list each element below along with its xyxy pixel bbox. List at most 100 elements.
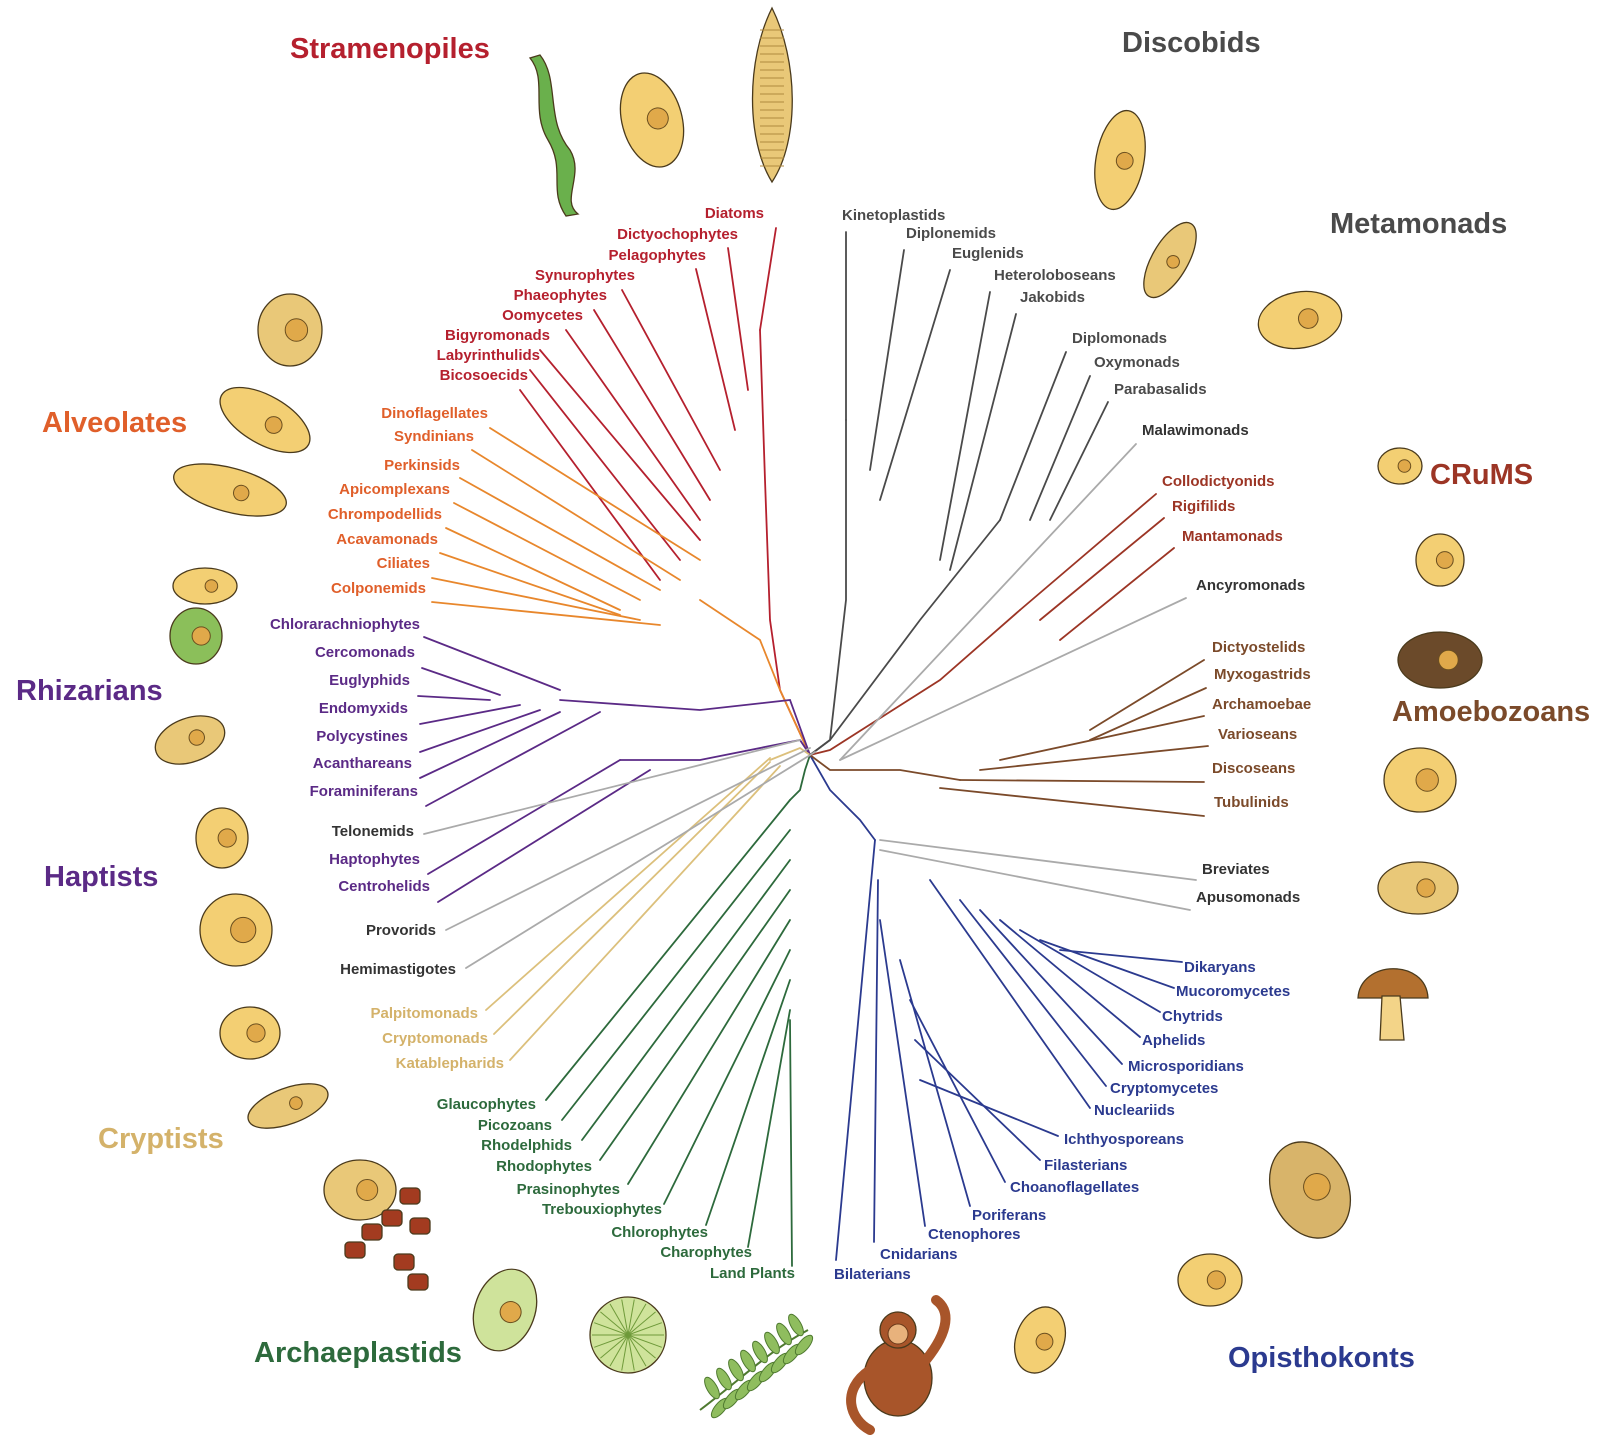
taxon-charophytes: Charophytes — [660, 1244, 752, 1261]
perkinsids-branch — [459, 477, 661, 591]
stramenopiles-stem-branch — [759, 329, 811, 756]
colponemids-branch — [431, 601, 661, 626]
charophytes-branch — [747, 1009, 791, 1248]
taxon-prasinophytes: Prasinophytes — [517, 1181, 620, 1198]
crums-stem-branch — [809, 609, 1021, 756]
taxon-tubulinids: Tubulinids — [1214, 794, 1289, 811]
malawimonads-branch — [839, 443, 1137, 761]
group-label-alveolates: Alveolates — [42, 407, 187, 439]
taxon-trebouxiophytes: Trebouxiophytes — [542, 1201, 662, 1218]
group-label-crums: CRuMS — [1430, 459, 1533, 491]
prasinophyte-illustration — [472, 1268, 538, 1352]
ciliates-branch — [431, 577, 641, 621]
taxon-discoseans: Discoseans — [1212, 760, 1295, 777]
amoebozoans-stem-branch — [809, 754, 961, 781]
ciliate-illustration — [619, 72, 685, 168]
taxon-diatoms: Diatoms — [705, 205, 764, 222]
taxon-synurophytes: Synurophytes — [535, 267, 635, 284]
taxon-labyrinthulids: Labyrinthulids — [437, 347, 540, 364]
taxon-diplonemids: Diplonemids — [906, 225, 996, 242]
parabasalid-illustration — [1257, 290, 1343, 350]
syndinians-branch — [471, 449, 681, 581]
fern-illustration — [699, 1313, 814, 1419]
ancyromonads-branch — [839, 597, 1187, 761]
chytrids-branch — [1019, 929, 1161, 1013]
chlorophytes-branch — [705, 979, 791, 1226]
rhodelphids-branch — [581, 859, 791, 1141]
bicosoecids-branch — [519, 389, 661, 581]
taxon-acavamonads: Acavamonads — [336, 531, 438, 548]
group-label-stramenopiles: Stramenopiles — [290, 33, 490, 65]
taxon-varioseans: Varioseans — [1218, 726, 1297, 743]
rigifilids-branch — [1039, 517, 1165, 621]
katablepharids-branch — [509, 765, 781, 1061]
taxon-perkinsids: Perkinsids — [384, 457, 460, 474]
palpitomonads-branch — [485, 757, 771, 1011]
taxon-jakobids: Jakobids — [1020, 289, 1085, 306]
sun-alga-illustration — [589, 1296, 667, 1374]
taxon-cercomonads: Cercomonads — [315, 644, 415, 661]
taxon-picozoans: Picozoans — [478, 1117, 552, 1134]
acanthareans-branch — [419, 711, 561, 779]
taxon-apicomplexans: Apicomplexans — [339, 481, 450, 498]
synurophytes-branch — [621, 289, 721, 471]
taxon-ctenophores: Ctenophores — [928, 1226, 1021, 1243]
taxon-parabasalids: Parabasalids — [1114, 381, 1207, 398]
apicomplexans-branch — [453, 502, 641, 601]
bilaterians-branch — [835, 839, 876, 1261]
centrohelids-branch — [437, 769, 651, 903]
euglyphids-branch — [417, 695, 491, 701]
dictyostelids-branch — [1089, 659, 1205, 731]
aphelids-branch — [999, 919, 1141, 1038]
collodictyonids-branch — [1019, 493, 1157, 611]
labyrinthulids-branch — [529, 369, 681, 561]
foraminiferans-branch — [425, 711, 601, 807]
chrompodellids-branch — [445, 527, 621, 611]
endomyxids-branch — [419, 704, 521, 725]
breviates-branch — [879, 839, 1197, 881]
metamonads-stem-branch — [809, 519, 1001, 756]
tubulinids-branch — [939, 787, 1205, 817]
archaeplastids-stem-branch — [789, 754, 811, 801]
picozoans-branch — [561, 829, 791, 1121]
taxon-mucoromycetes: Mucoromycetes — [1176, 983, 1290, 1000]
taxon-chlorarachniophytes: Chlorarachniophytes — [270, 616, 420, 633]
taxon-dinoflagellates: Dinoflagellates — [381, 405, 488, 422]
nucleariids-branch — [929, 879, 1091, 1109]
taxon-dictyostelids: Dictyostelids — [1212, 639, 1305, 656]
taxon-euglyphids: Euglyphids — [329, 672, 410, 689]
group-label-discobids: Discobids — [1122, 27, 1261, 59]
group-label-archaeplastids: Archaeplastids — [254, 1337, 462, 1369]
taxon-labels: Diatoms Dictyochophytes Pelagophytes Synuro… — [270, 205, 1311, 1283]
prasinophytes-branch — [627, 919, 791, 1185]
taxon-bicosoecids: Bicosoecids — [440, 367, 528, 384]
taxon-myxogastrids: Myxogastrids — [1214, 666, 1311, 683]
taxon-mantamonads: Mantamonads — [1182, 528, 1283, 545]
taxon-acanthareans: Acanthareans — [313, 755, 412, 772]
taxon-syndinians: Syndinians — [394, 428, 474, 445]
filasterian-illustration — [1013, 1306, 1067, 1374]
amoeba-illustration — [1415, 533, 1465, 587]
dinoflagellate-illustration — [257, 293, 323, 367]
mushroom-illustration — [1357, 968, 1429, 1041]
taxon-chytrids: Chytrids — [1162, 1008, 1223, 1025]
telonemids-branch — [423, 739, 801, 835]
microsporidians-branch — [979, 909, 1123, 1065]
taxon-endomyxids: Endomyxids — [319, 700, 408, 717]
discoseans-branch — [959, 779, 1205, 783]
dictyochophytes-branch — [727, 247, 749, 391]
ichthyosporeans-branch — [919, 1079, 1059, 1137]
taxon-microsporidians: Microsporidians — [1128, 1058, 1244, 1075]
group-label-cryptists: Cryptists — [98, 1123, 224, 1155]
taxon-katablepharids: Katablepharids — [396, 1055, 504, 1072]
red-alga-illustration — [344, 1187, 431, 1291]
pelagophytes-branch — [695, 268, 736, 431]
filasterians-branch — [914, 1039, 1041, 1161]
rhizarians-stem-branch — [559, 699, 811, 756]
taxon-phaeophytes: Phaeophytes — [514, 287, 607, 304]
yeast-cell-illustration — [1268, 1141, 1352, 1239]
poriferans-branch — [899, 959, 971, 1207]
acavamonads-branch — [439, 552, 621, 616]
taxon-cnidarians: Cnidarians — [880, 1246, 958, 1263]
taxon-rigifilids: Rigifilids — [1172, 498, 1235, 515]
